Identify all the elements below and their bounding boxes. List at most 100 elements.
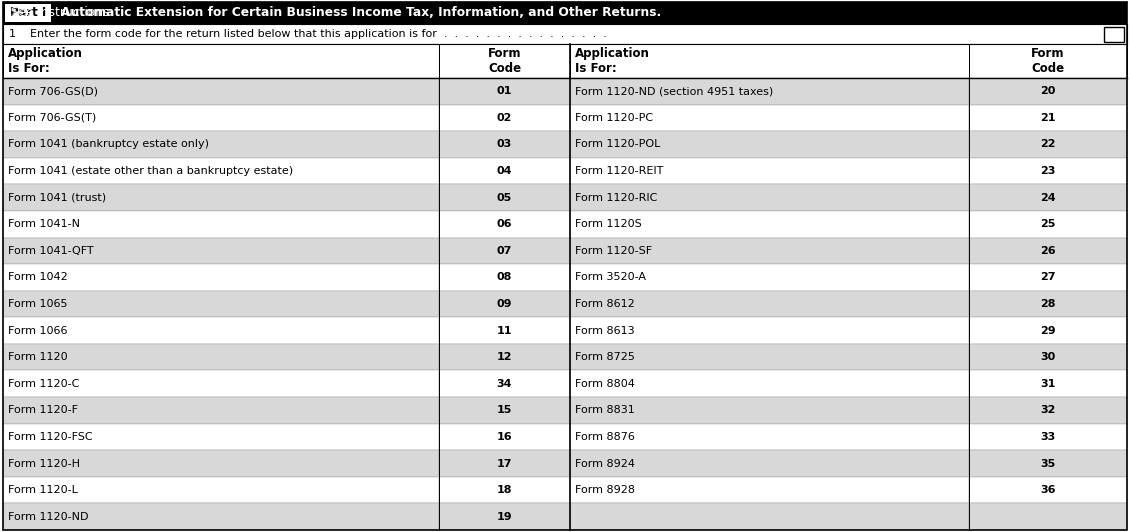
Bar bbox=[3, 370, 438, 397]
Text: Part I: Part I bbox=[10, 6, 46, 20]
Bar bbox=[438, 290, 570, 317]
Bar bbox=[570, 290, 970, 317]
Bar bbox=[970, 105, 1127, 131]
Text: Form 1120-RIC: Form 1120-RIC bbox=[575, 193, 658, 203]
Bar bbox=[3, 78, 438, 105]
Bar bbox=[438, 78, 570, 105]
Bar bbox=[438, 44, 570, 78]
Bar bbox=[970, 44, 1127, 78]
Bar bbox=[438, 237, 570, 264]
Bar bbox=[3, 131, 438, 158]
Text: 03: 03 bbox=[497, 139, 512, 149]
Bar bbox=[438, 105, 570, 131]
Text: Form 1120-ND: Form 1120-ND bbox=[8, 512, 88, 522]
Bar bbox=[970, 78, 1127, 105]
Bar bbox=[570, 105, 970, 131]
Text: Form 3520-A: Form 3520-A bbox=[575, 272, 646, 282]
Text: 24: 24 bbox=[1041, 193, 1055, 203]
Text: Form 706-GS(T): Form 706-GS(T) bbox=[8, 113, 96, 123]
Text: 36: 36 bbox=[1041, 485, 1055, 495]
Text: Form 8612: Form 8612 bbox=[575, 299, 635, 309]
Bar bbox=[5, 4, 51, 22]
Text: Form 1120-POL: Form 1120-POL bbox=[575, 139, 660, 149]
Text: 23: 23 bbox=[1041, 166, 1055, 176]
Text: 09: 09 bbox=[497, 299, 512, 309]
Bar bbox=[970, 370, 1127, 397]
Text: Form 1120: Form 1120 bbox=[8, 352, 68, 362]
Text: 20: 20 bbox=[1041, 86, 1055, 96]
Bar bbox=[438, 185, 570, 211]
Text: 26: 26 bbox=[1041, 246, 1055, 256]
Bar bbox=[970, 503, 1127, 530]
Bar bbox=[3, 423, 438, 450]
Text: Application
Is For:: Application Is For: bbox=[8, 47, 82, 75]
Text: Form 8725: Form 8725 bbox=[575, 352, 635, 362]
Text: Form 8831: Form 8831 bbox=[575, 405, 635, 415]
Bar bbox=[970, 158, 1127, 185]
Text: Form 1041 (trust): Form 1041 (trust) bbox=[8, 193, 106, 203]
Bar bbox=[438, 477, 570, 503]
Text: 05: 05 bbox=[497, 193, 512, 203]
Bar bbox=[438, 158, 570, 185]
Bar bbox=[3, 290, 438, 317]
Bar bbox=[3, 264, 438, 290]
Bar bbox=[570, 211, 970, 237]
Text: 35: 35 bbox=[1041, 459, 1055, 469]
Text: 21: 21 bbox=[1041, 113, 1055, 123]
Text: 06: 06 bbox=[497, 219, 512, 229]
Text: 16: 16 bbox=[497, 432, 512, 442]
Bar bbox=[438, 344, 570, 370]
Bar bbox=[438, 397, 570, 423]
Bar bbox=[970, 185, 1127, 211]
Text: Form 1120-F: Form 1120-F bbox=[8, 405, 78, 415]
Bar bbox=[3, 450, 438, 477]
Text: Form 1041 (bankruptcy estate only): Form 1041 (bankruptcy estate only) bbox=[8, 139, 209, 149]
Bar bbox=[3, 158, 438, 185]
Bar bbox=[570, 131, 970, 158]
Text: 15: 15 bbox=[497, 405, 512, 415]
Text: Form 1120-SF: Form 1120-SF bbox=[575, 246, 652, 256]
Bar bbox=[970, 344, 1127, 370]
Text: Form 1120-C: Form 1120-C bbox=[8, 379, 79, 389]
Bar bbox=[438, 450, 570, 477]
Bar bbox=[3, 105, 438, 131]
Bar bbox=[970, 477, 1127, 503]
Text: Automatic Extension for Certain Business Income Tax, Information, and Other Retu: Automatic Extension for Certain Business… bbox=[61, 6, 661, 20]
Bar bbox=[970, 131, 1127, 158]
Bar bbox=[438, 503, 570, 530]
Bar bbox=[3, 185, 438, 211]
Bar bbox=[3, 503, 438, 530]
Bar bbox=[3, 44, 438, 78]
Bar bbox=[570, 78, 970, 105]
Bar bbox=[3, 24, 1127, 44]
Bar bbox=[3, 237, 438, 264]
Text: Form
Code: Form Code bbox=[1032, 47, 1064, 75]
Text: 17: 17 bbox=[497, 459, 512, 469]
Bar bbox=[570, 185, 970, 211]
Bar bbox=[3, 2, 1127, 24]
Text: 08: 08 bbox=[497, 272, 512, 282]
Text: Form 8613: Form 8613 bbox=[575, 326, 635, 336]
Text: Form 1041-N: Form 1041-N bbox=[8, 219, 80, 229]
Text: Form 1120-PC: Form 1120-PC bbox=[575, 113, 653, 123]
Bar bbox=[570, 503, 970, 530]
Text: Form 1066: Form 1066 bbox=[8, 326, 68, 336]
Text: 29: 29 bbox=[1041, 326, 1055, 336]
Text: 22: 22 bbox=[1041, 139, 1055, 149]
Text: Form 1041 (estate other than a bankruptcy estate): Form 1041 (estate other than a bankruptc… bbox=[8, 166, 293, 176]
Bar bbox=[3, 397, 438, 423]
Text: Form 706-GS(D): Form 706-GS(D) bbox=[8, 86, 98, 96]
Text: 31: 31 bbox=[1041, 379, 1055, 389]
Bar bbox=[438, 264, 570, 290]
Bar bbox=[970, 397, 1127, 423]
Text: Form 1041-QFT: Form 1041-QFT bbox=[8, 246, 94, 256]
Text: 30: 30 bbox=[1041, 352, 1055, 362]
Text: Application
Is For:: Application Is For: bbox=[575, 47, 650, 75]
Bar bbox=[3, 317, 438, 344]
Text: Form
Code: Form Code bbox=[488, 47, 521, 75]
Text: Form 8876: Form 8876 bbox=[575, 432, 635, 442]
Text: 12: 12 bbox=[497, 352, 512, 362]
Bar bbox=[970, 423, 1127, 450]
Bar bbox=[438, 423, 570, 450]
Text: Form 1120-L: Form 1120-L bbox=[8, 485, 78, 495]
